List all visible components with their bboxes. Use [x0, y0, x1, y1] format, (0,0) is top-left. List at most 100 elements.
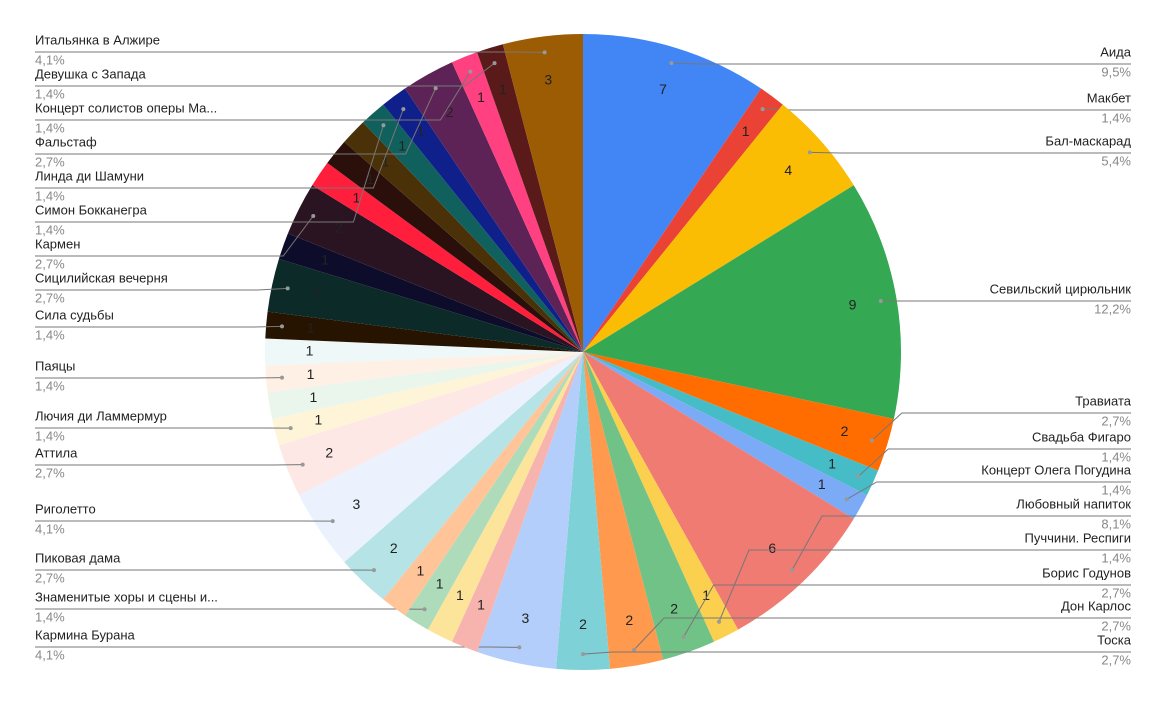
leader-dot: [581, 652, 585, 657]
pie-slice: [427, 352, 583, 642]
pie-slice: [477, 44, 583, 352]
pie-slice: [583, 352, 894, 471]
slice-percent: 1,4%: [1101, 449, 1131, 464]
slice-percent: 1,4%: [1101, 110, 1131, 125]
leader-dot: [542, 50, 547, 55]
slice-label: Лючия ди Ламмермур: [35, 408, 167, 423]
slice-percent: 1,4%: [35, 86, 65, 101]
slice-value: 3: [353, 496, 361, 512]
pie-slice: [272, 352, 583, 446]
pie-slice: [583, 88, 783, 352]
slice-percent: 1,4%: [35, 327, 65, 342]
slice-percent: 2,7%: [35, 256, 65, 271]
pie-slice: [265, 338, 583, 366]
slice-percent: 1,4%: [35, 609, 65, 624]
leader-line: [35, 125, 384, 223]
leader-dot: [878, 298, 883, 303]
slice-value: 1: [307, 320, 315, 336]
slice-percent: 2,7%: [35, 154, 65, 169]
leader-dot: [517, 645, 522, 650]
slice-value: 1: [366, 171, 374, 187]
slice-label: Итальянка в Алжире: [35, 32, 160, 47]
slice-value: 1: [477, 596, 485, 612]
pie-slice: [362, 104, 583, 353]
slice-value: 1: [477, 89, 485, 105]
pie-slice: [327, 141, 583, 352]
slice-percent: 1,4%: [1101, 550, 1131, 565]
pie-slice: [278, 352, 583, 496]
leader-line: [35, 62, 495, 87]
leader-dot: [300, 462, 305, 467]
slice-percent: 4,1%: [35, 647, 65, 662]
slice-percent: 5,4%: [1101, 153, 1131, 168]
pie-slice: [287, 185, 583, 352]
slice-value: 6: [768, 540, 776, 556]
slice-percent: 2,7%: [35, 570, 65, 585]
slice-percent: 2,7%: [1101, 618, 1131, 633]
slice-label: Сицилийская вечерня: [35, 270, 168, 285]
slice-value: 1: [353, 190, 361, 206]
pie-slice: [583, 352, 867, 519]
slice-percent: 1,4%: [35, 188, 65, 203]
pie-slice: [344, 122, 583, 352]
pie-slice: [502, 34, 583, 352]
slice-value: 1: [307, 366, 315, 382]
leader-dot: [401, 107, 406, 112]
slice-value: 2: [335, 220, 343, 236]
slice-label: Любовный напиток: [1016, 496, 1131, 511]
leader-line: [846, 481, 1131, 500]
pie-slice: [583, 352, 879, 496]
pie-slice: [265, 352, 583, 393]
leader-line: [762, 108, 1131, 111]
slice-label: Кармен: [35, 236, 80, 251]
slice-value: 3: [521, 610, 529, 626]
slice-label: Севильский цирюльник: [990, 281, 1132, 296]
pie-slice: [583, 352, 664, 669]
slice-label: Знаменитые хоры и сцены и...: [35, 589, 218, 604]
leader-line: [633, 617, 1131, 651]
pie-slice: [583, 185, 901, 419]
pie-slice: [583, 352, 854, 630]
slice-label: Сила судьбы: [35, 307, 114, 322]
pie-slice: [404, 62, 583, 352]
pie-slice: [452, 52, 583, 352]
slice-value: 1: [828, 455, 836, 471]
slice-value: 4: [784, 162, 792, 178]
slice-value: 1: [306, 343, 314, 359]
slice-value: 7: [659, 81, 667, 97]
slice-percent: 1,4%: [35, 222, 65, 237]
pie-slice: [556, 352, 610, 671]
leader-dot: [717, 619, 722, 624]
slice-label: Девушка с Запада: [35, 66, 146, 81]
slice-percent: 1,4%: [35, 428, 65, 443]
leader-dot: [844, 497, 849, 502]
slice-label: Травиата: [1075, 393, 1132, 408]
pie-slice: [265, 311, 583, 352]
leader-line: [857, 448, 1131, 477]
slice-label: Концерт солистов оперы Ма...: [35, 100, 217, 115]
leader-dot: [760, 107, 765, 112]
slice-value: 1: [321, 252, 329, 268]
pie-slice: [344, 352, 583, 600]
slice-label: Пиковая дама: [35, 550, 121, 565]
pie-slice: [299, 352, 583, 563]
slice-label: Бал-маскарад: [1045, 133, 1131, 148]
leader-dot: [288, 426, 293, 431]
leader-dot: [422, 607, 427, 612]
slice-percent: 2,7%: [35, 290, 65, 305]
slice-label: Аида: [1100, 44, 1132, 59]
slice-label: Борис Годунов: [1042, 565, 1131, 580]
leader-dot: [311, 213, 316, 218]
pie-slice: [583, 34, 762, 352]
pie-slice: [477, 352, 583, 669]
slice-percent: 1,4%: [35, 378, 65, 393]
slice-label: Симон Бокканегра: [35, 202, 148, 217]
leader-line: [35, 287, 288, 291]
slice-label: Свадьба Фигаро: [1032, 429, 1131, 444]
leader-dot: [330, 519, 335, 524]
slice-percent: 1,4%: [35, 120, 65, 135]
pie-slice: [278, 233, 583, 352]
slice-percent: 2,7%: [35, 465, 65, 480]
leader-line: [809, 151, 1131, 154]
